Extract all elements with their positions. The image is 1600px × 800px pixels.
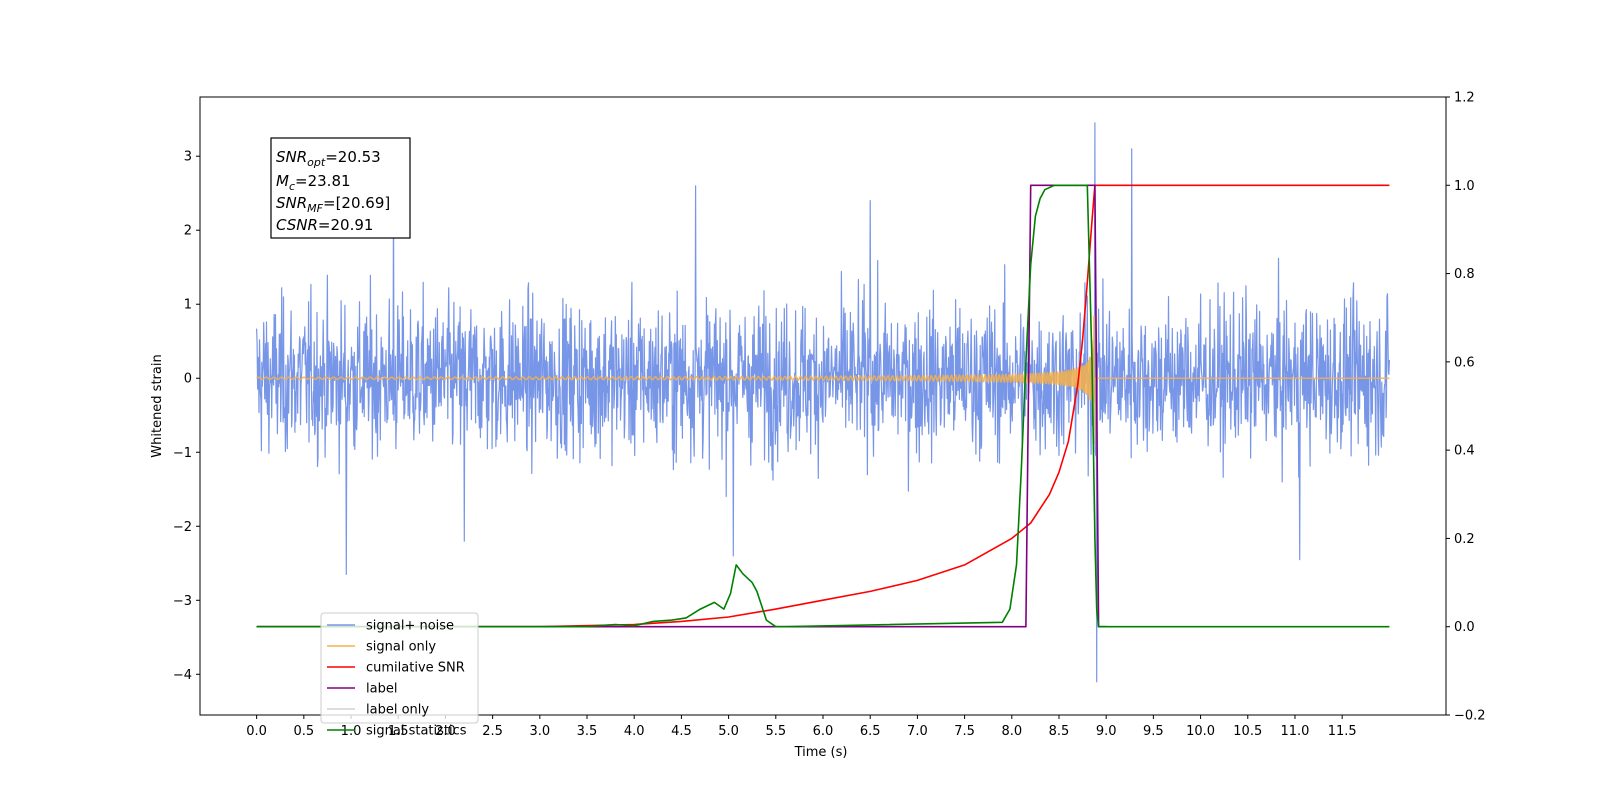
stat-csnr: CSNR=20.91 bbox=[276, 216, 373, 234]
y-tick-label: −2 bbox=[173, 520, 192, 535]
x-tick-label: 6.5 bbox=[860, 724, 881, 739]
x-tick-label: 5.5 bbox=[765, 724, 786, 739]
x-axis-label: Time (s) bbox=[794, 745, 848, 760]
legend-label: signal only bbox=[366, 640, 436, 655]
legend-label: signal+ noise bbox=[366, 619, 454, 634]
y-tick-label: −3 bbox=[173, 594, 192, 609]
legend-label: label bbox=[366, 682, 397, 697]
x-tick-label: 7.0 bbox=[907, 724, 928, 739]
x-tick-label: 2.0 bbox=[435, 724, 456, 739]
stats-box-frame bbox=[270, 137, 411, 239]
legend: signal+ noise signal only cumilative SNR la… bbox=[320, 612, 479, 739]
x-tick-label: 6.0 bbox=[813, 724, 834, 739]
x-tick-label: 0.5 bbox=[293, 724, 314, 739]
y2-tick-label: 0.8 bbox=[1454, 267, 1475, 282]
y2-tick-label: 0.4 bbox=[1454, 444, 1475, 459]
x-tick-label: 11.5 bbox=[1328, 724, 1357, 739]
x-tick-label: 10.0 bbox=[1186, 724, 1215, 739]
x-tick-label: 11.0 bbox=[1280, 724, 1309, 739]
y-tick-label: 3 bbox=[184, 150, 192, 165]
x-tick-label: 4.0 bbox=[624, 724, 645, 739]
y-tick-label: −4 bbox=[173, 668, 192, 683]
x-tick-label: 2.5 bbox=[482, 724, 503, 739]
x-tick-label: 5.0 bbox=[718, 724, 739, 739]
y-tick-label: 0 bbox=[184, 372, 192, 387]
x-tick-label: 1.0 bbox=[341, 724, 362, 739]
y2-tick-label: 0.2 bbox=[1454, 532, 1475, 547]
x-tick-label: 8.0 bbox=[1001, 724, 1022, 739]
series-layer bbox=[256, 122, 1390, 683]
stat-snr-mf: SNRMF=[20.69] bbox=[276, 194, 390, 215]
x-tick-label: 4.5 bbox=[671, 724, 692, 739]
x-tick-label: 1.5 bbox=[388, 724, 409, 739]
y2-tick-label: 0.6 bbox=[1454, 355, 1475, 370]
legend-label: cumilative SNR bbox=[366, 661, 465, 676]
y2-tick-label: −0.2 bbox=[1454, 709, 1486, 724]
legend-frame bbox=[320, 612, 479, 724]
stat-mc: Mc=23.81 bbox=[276, 172, 351, 193]
x-tick-label: 0.0 bbox=[246, 724, 267, 739]
x-tick-label: 3.0 bbox=[529, 724, 550, 739]
y-tick-label: 2 bbox=[184, 224, 192, 239]
stats-box: SNRopt=20.53 Mc=23.81 SNRMF=[20.69] CSNR… bbox=[270, 137, 411, 239]
x-tick-label: 8.5 bbox=[1049, 724, 1070, 739]
stat-snr-opt: SNRopt=20.53 bbox=[276, 148, 381, 169]
x-axis: 0.0 0.5 1.0 1.5 2.0 2.5 3.0 3.5 4.0 4.5 5.0 5.5 6.0 6… bbox=[246, 715, 1357, 739]
series-line-1 bbox=[256, 315, 1390, 445]
y-axis-label: Whitened strain bbox=[150, 354, 165, 457]
y-tick-label: 1 bbox=[184, 298, 192, 313]
x-tick-label: 9.0 bbox=[1096, 724, 1117, 739]
legend-label: label only bbox=[366, 703, 429, 718]
y-tick-label: −1 bbox=[173, 446, 192, 461]
y2-tick-label: 1.0 bbox=[1454, 179, 1475, 194]
y-axis-left: 3 2 1 0 −1 −2 −3 −4 bbox=[173, 150, 200, 683]
y2-tick-label: 1.2 bbox=[1454, 91, 1475, 106]
plot-area bbox=[199, 96, 1447, 716]
series-line-0 bbox=[256, 122, 1390, 683]
y2-tick-label: 0.0 bbox=[1454, 620, 1475, 635]
x-tick-label: 10.5 bbox=[1233, 724, 1262, 739]
x-tick-label: 7.5 bbox=[954, 724, 975, 739]
y-axis-right: 1.2 1.0 0.8 0.6 0.4 0.2 0.0 −0.2 bbox=[1446, 91, 1486, 724]
x-tick-label: 3.5 bbox=[577, 724, 598, 739]
x-tick-label: 9.5 bbox=[1143, 724, 1164, 739]
legend-label: signal statistics bbox=[366, 724, 467, 739]
series-line-5 bbox=[256, 184, 1390, 628]
